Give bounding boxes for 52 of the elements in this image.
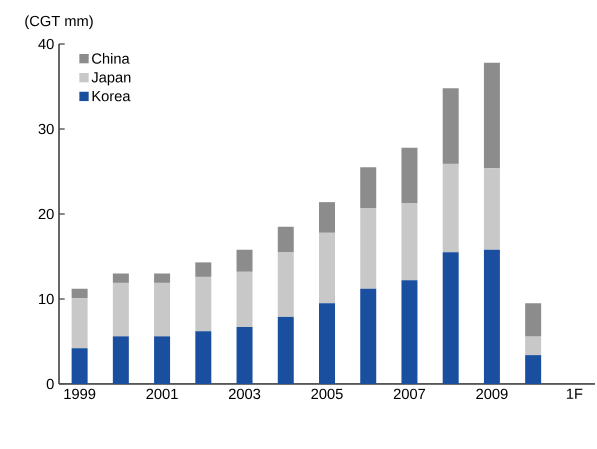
x-tick-label: 1999 bbox=[64, 388, 96, 400]
bar bbox=[442, 252, 459, 384]
bar bbox=[401, 202, 418, 280]
y-tick-label: 40 bbox=[38, 38, 54, 50]
x-tick-label: 2001 bbox=[146, 388, 178, 400]
bar bbox=[236, 250, 253, 272]
bar bbox=[154, 282, 170, 336]
y-tick-label: 20 bbox=[38, 208, 54, 220]
bar bbox=[195, 276, 212, 332]
y-tick-label: 0 bbox=[46, 378, 54, 390]
bar bbox=[360, 208, 376, 289]
bar bbox=[319, 232, 335, 304]
bar bbox=[72, 288, 88, 298]
y-axis-title: (CGT mm) bbox=[25, 15, 93, 30]
legend-label: Japan bbox=[92, 72, 130, 86]
bar bbox=[72, 348, 88, 384]
bar bbox=[525, 303, 542, 336]
x-tick-label: 2005 bbox=[311, 388, 343, 400]
bar bbox=[112, 273, 129, 283]
legend-label: China bbox=[92, 52, 130, 64]
bar bbox=[484, 168, 500, 250]
bar bbox=[236, 327, 253, 384]
x-tick-label: 2009 bbox=[476, 388, 508, 400]
bar bbox=[484, 62, 500, 168]
bar bbox=[484, 250, 500, 384]
bar bbox=[319, 202, 335, 233]
bar bbox=[112, 336, 129, 384]
bar bbox=[154, 273, 170, 283]
bar bbox=[278, 252, 294, 317]
bar bbox=[319, 303, 335, 384]
bar bbox=[525, 336, 542, 356]
bar bbox=[360, 167, 376, 208]
legend-label: Korea bbox=[92, 91, 130, 102]
bar bbox=[195, 331, 212, 384]
bar bbox=[442, 164, 459, 252]
bar bbox=[525, 355, 542, 384]
bar bbox=[195, 262, 212, 277]
bar bbox=[154, 336, 170, 384]
y-tick-label: 30 bbox=[38, 124, 54, 134]
y-tick-label: 10 bbox=[39, 294, 54, 304]
bar bbox=[72, 298, 88, 348]
bar bbox=[401, 280, 418, 384]
bar bbox=[442, 88, 459, 164]
bar bbox=[278, 226, 294, 252]
x-tick-label: 2007 bbox=[394, 388, 426, 400]
bar bbox=[236, 272, 253, 328]
x-tick-label: 1F bbox=[566, 388, 582, 399]
bar bbox=[112, 282, 129, 336]
bar bbox=[401, 148, 418, 203]
bar bbox=[360, 288, 376, 384]
bar bbox=[278, 316, 294, 384]
x-tick-label: 2003 bbox=[228, 388, 260, 400]
